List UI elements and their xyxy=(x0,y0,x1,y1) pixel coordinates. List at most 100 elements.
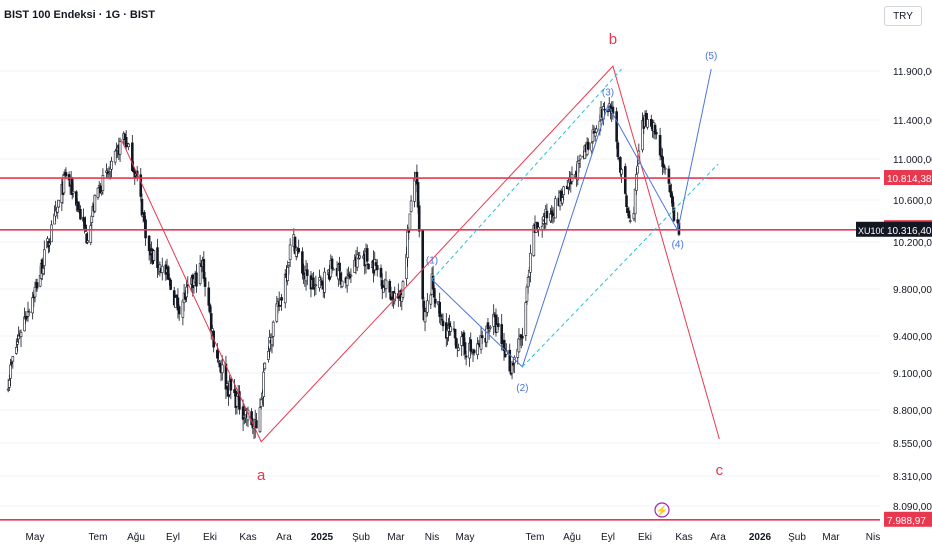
candle-body xyxy=(209,313,213,331)
candle-body xyxy=(305,269,309,276)
candle-body xyxy=(615,111,618,142)
candle-body xyxy=(110,160,113,170)
candle-body xyxy=(463,342,467,355)
candle-body xyxy=(488,326,492,329)
candle-body xyxy=(31,297,34,314)
candle-body xyxy=(96,187,100,198)
candle-body xyxy=(86,240,89,243)
x-tick-label: Ara xyxy=(710,532,726,543)
candle-body xyxy=(627,210,631,219)
x-tick-label: Şub xyxy=(352,532,370,543)
candle-body xyxy=(330,258,334,270)
candle-body xyxy=(545,210,549,219)
candle-body xyxy=(636,165,639,174)
candle-body xyxy=(526,276,530,288)
candle-body xyxy=(578,155,582,160)
candle-body xyxy=(663,167,667,170)
candle-body xyxy=(216,349,219,359)
candle-body xyxy=(238,391,241,410)
candle-body xyxy=(89,225,93,243)
candle-body xyxy=(113,150,117,163)
candle-body xyxy=(302,272,305,276)
candle-body xyxy=(406,230,409,259)
candle-body xyxy=(220,364,224,374)
candle-body xyxy=(429,294,433,305)
lightning-icon xyxy=(654,502,670,518)
candle-body xyxy=(561,197,564,204)
candle-body xyxy=(590,142,594,152)
candle-body xyxy=(393,292,397,302)
candle-body xyxy=(345,277,349,286)
candle-body xyxy=(457,347,460,351)
y-tick-label: 11.400,00 xyxy=(893,116,932,127)
impulse-label: (4) xyxy=(672,240,684,251)
candle-body xyxy=(174,297,177,308)
candle-body xyxy=(286,267,289,281)
candle-body xyxy=(127,143,130,147)
wave-label: b xyxy=(609,31,617,48)
x-tick-label: Şub xyxy=(788,532,806,543)
candle-body xyxy=(323,271,326,293)
price-tag-label: 10.814,38 xyxy=(887,174,932,185)
candle-body xyxy=(57,199,61,208)
candle-body xyxy=(405,254,408,280)
candle-body xyxy=(255,420,258,429)
candle-body xyxy=(124,137,128,148)
candle-body xyxy=(64,172,68,177)
x-tick-label: Ağu xyxy=(563,532,581,543)
candle-body xyxy=(332,268,335,271)
x-tick-label: Ara xyxy=(276,532,292,543)
candle-body xyxy=(8,379,11,388)
candle-body xyxy=(620,169,623,175)
y-tick-label: 8.310,00 xyxy=(893,472,932,483)
currency-button[interactable]: TRY xyxy=(884,6,922,26)
candle-body xyxy=(338,262,341,272)
candle-body xyxy=(668,185,672,193)
candle-body xyxy=(156,247,159,269)
price-tag-label: 7.988,97 xyxy=(887,516,926,527)
x-tick-label: May xyxy=(26,532,45,543)
x-tick-label: Tem xyxy=(89,532,108,543)
candle-body xyxy=(606,110,610,113)
price-tag xyxy=(884,511,932,527)
candle-body xyxy=(11,356,15,362)
abc-wave-line xyxy=(120,65,720,443)
candle-body xyxy=(62,175,66,194)
candle-body xyxy=(211,328,214,332)
candle-body xyxy=(655,132,658,135)
wave-label: c xyxy=(716,462,724,479)
candle-body xyxy=(131,142,134,171)
candle-body xyxy=(297,248,301,253)
candle-body xyxy=(441,320,445,327)
y-tick-label: 10.600,00 xyxy=(893,196,932,207)
x-tick-label: Kas xyxy=(239,532,256,543)
candle-body xyxy=(576,161,580,181)
candle-body xyxy=(417,205,421,232)
candle-body xyxy=(79,209,82,220)
candle-body xyxy=(667,168,671,184)
y-tick-label: 11.000,00 xyxy=(893,155,932,166)
candle-body xyxy=(283,273,287,304)
candle-body xyxy=(320,280,324,286)
candle-body xyxy=(525,286,529,302)
candle-body xyxy=(288,244,292,261)
candle-body xyxy=(379,267,383,278)
candle-body xyxy=(318,277,321,289)
candle-body xyxy=(195,272,198,287)
channel-line xyxy=(522,163,719,368)
candle-body xyxy=(365,248,369,262)
candle-body xyxy=(27,311,31,314)
candle-body xyxy=(259,399,263,407)
price-tag-label: 10.316,40 xyxy=(887,226,932,237)
candle-body xyxy=(229,378,233,391)
candle-body xyxy=(140,198,144,216)
candle-body xyxy=(413,178,416,202)
candle-body xyxy=(646,119,649,128)
candle-body xyxy=(632,213,636,220)
candle-body xyxy=(635,174,638,191)
candle-body xyxy=(355,254,359,268)
x-tick-label: Nis xyxy=(866,532,880,543)
candle-body xyxy=(407,230,411,233)
price-tag xyxy=(884,170,932,186)
